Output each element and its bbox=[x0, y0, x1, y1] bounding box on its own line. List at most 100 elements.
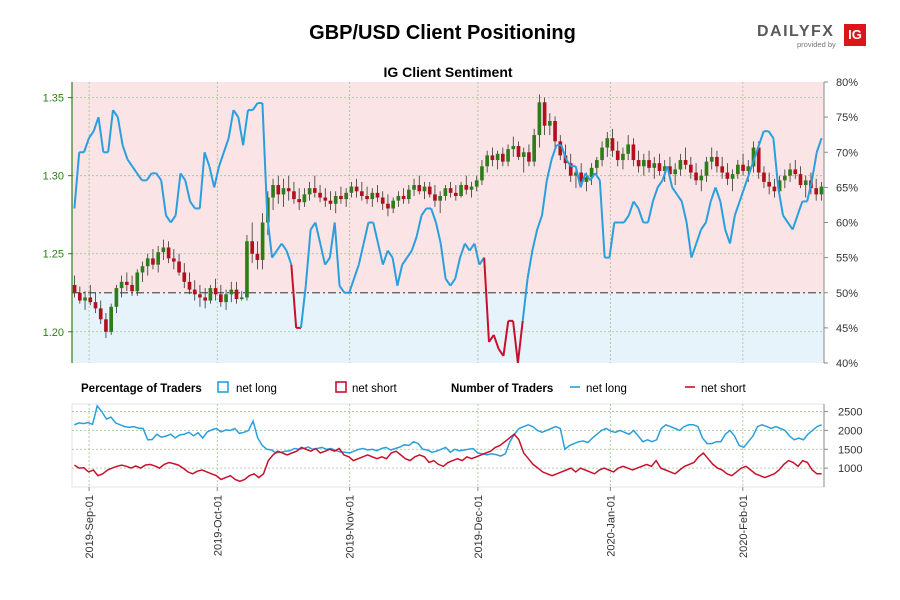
candle-body bbox=[542, 102, 547, 126]
sentiment-segment bbox=[810, 152, 818, 181]
pct-tick-label: 70% bbox=[836, 147, 858, 159]
candle-body bbox=[584, 177, 589, 182]
candle-body bbox=[354, 186, 359, 192]
candle-body bbox=[114, 288, 119, 307]
candle-body bbox=[297, 199, 301, 203]
candle-body bbox=[814, 188, 818, 195]
sentiment-segment bbox=[83, 137, 90, 153]
pct-tick-label: 80% bbox=[836, 77, 858, 89]
sentiment-segment bbox=[88, 130, 95, 139]
candle-body bbox=[224, 294, 228, 303]
sentiment-segment bbox=[107, 109, 114, 153]
sentiment-segment bbox=[700, 221, 707, 231]
candle-body bbox=[250, 241, 254, 254]
sentiment-segment bbox=[222, 137, 230, 153]
sentiment-segment bbox=[449, 278, 457, 287]
candle-body bbox=[511, 146, 516, 150]
candle-body bbox=[610, 138, 615, 151]
sentiment-segment bbox=[536, 215, 543, 230]
sentiment-segment bbox=[184, 180, 192, 202]
sentiment-segment bbox=[579, 173, 587, 188]
candle-body bbox=[501, 153, 505, 162]
traders-axes: 1000 1500 2000 2500 bbox=[823, 404, 862, 487]
sentiment-segment bbox=[796, 201, 804, 216]
candle-body bbox=[427, 186, 432, 195]
candle-body bbox=[349, 186, 354, 193]
candle-body bbox=[391, 200, 395, 209]
sentiment-segment bbox=[439, 243, 447, 279]
candle-body bbox=[339, 195, 343, 200]
candle-body bbox=[140, 266, 145, 273]
sentiment-segment bbox=[396, 264, 404, 286]
sentiment-segment bbox=[666, 166, 674, 188]
sentiment-segment bbox=[179, 172, 187, 181]
sentiment-segment bbox=[266, 215, 274, 258]
price-tick-label: 1.20 bbox=[43, 327, 64, 339]
candle-body bbox=[527, 152, 531, 162]
candle-body bbox=[495, 153, 500, 161]
candle-body bbox=[344, 192, 348, 200]
candle-body bbox=[474, 180, 479, 187]
sentiment-segment bbox=[309, 221, 317, 231]
pct-tick-label: 75% bbox=[836, 112, 858, 124]
sentiment-segment bbox=[333, 222, 341, 286]
candle-body bbox=[156, 252, 160, 265]
legend-pct-long-swatch bbox=[217, 381, 229, 393]
sentiment-segment bbox=[377, 243, 384, 265]
traders-lines bbox=[73, 404, 822, 483]
sentiment-segment bbox=[126, 158, 134, 167]
candle-body bbox=[208, 288, 213, 301]
candle-body bbox=[751, 147, 756, 167]
legend-num-heading: Number of Traders bbox=[451, 383, 553, 395]
sentiment-segment bbox=[401, 257, 408, 266]
candle-body bbox=[709, 156, 714, 162]
candle-body bbox=[678, 160, 683, 170]
sentiment-segment bbox=[651, 187, 659, 202]
sentiment-segment bbox=[676, 193, 683, 202]
sentiment-segment bbox=[121, 144, 129, 160]
candle-body bbox=[443, 188, 448, 196]
candle-body bbox=[302, 194, 307, 203]
date-tick-label: 2020-Feb-01 bbox=[738, 495, 750, 558]
candle-body bbox=[699, 175, 704, 181]
candle-body bbox=[741, 164, 745, 171]
candle-body bbox=[579, 172, 583, 182]
candle-body bbox=[172, 258, 176, 262]
legend: Percentage of Traders net long net short… bbox=[81, 381, 747, 395]
candle-body bbox=[234, 289, 239, 299]
traders-tick-label: 1000 bbox=[838, 463, 862, 475]
candle-body bbox=[668, 166, 672, 175]
candle-body bbox=[375, 192, 380, 198]
sentiment-segment bbox=[483, 257, 490, 342]
candle-body bbox=[485, 155, 489, 167]
candle-body bbox=[239, 297, 244, 299]
candle-body bbox=[772, 186, 777, 192]
candle-body bbox=[365, 195, 369, 200]
sentiment-segment bbox=[488, 334, 495, 343]
sentiment-segment bbox=[430, 208, 437, 223]
candle-body bbox=[292, 191, 296, 200]
sentiment-segment bbox=[671, 186, 678, 195]
candle-body bbox=[370, 192, 375, 200]
ig-badge: IG bbox=[844, 24, 866, 46]
sentiment-segment bbox=[637, 208, 645, 223]
candle-body bbox=[307, 188, 312, 195]
sentiment-segment bbox=[444, 278, 452, 287]
dailyfx-logo: DAILYFX provided by IG bbox=[757, 23, 869, 49]
sentiment-segment bbox=[353, 264, 360, 280]
candle-body bbox=[380, 197, 385, 204]
sentiment-segment bbox=[112, 109, 119, 118]
sentiment-segment bbox=[299, 285, 307, 328]
candle-body bbox=[736, 164, 740, 175]
candle-body bbox=[286, 188, 291, 192]
pct-tick-label: 40% bbox=[836, 358, 858, 370]
traders-tick-label: 2500 bbox=[838, 407, 862, 419]
traders-net-long-line bbox=[74, 404, 822, 457]
sentiment-segment bbox=[589, 172, 596, 181]
sentiment-segment bbox=[709, 187, 717, 202]
sentiment-segment bbox=[454, 257, 462, 279]
sentiment-segment bbox=[623, 214, 630, 224]
candle-body bbox=[568, 163, 573, 176]
sentiment-segment bbox=[531, 229, 539, 251]
sentiment-segment bbox=[473, 243, 481, 265]
